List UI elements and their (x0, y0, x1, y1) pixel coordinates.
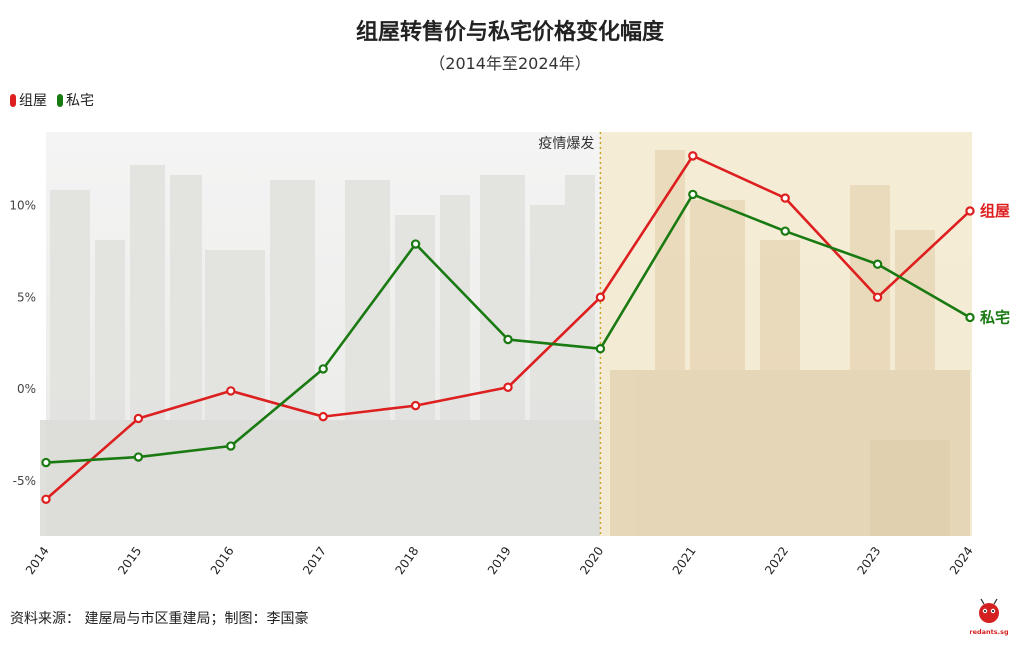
data-point-1 (872, 259, 883, 269)
x-tick-label: 2022 (762, 544, 791, 577)
legend-item-hdb: 组屋 (10, 90, 47, 110)
data-point-1 (226, 441, 236, 451)
legend-label-private: 私宅 (66, 93, 94, 109)
legend-swatch-private (57, 93, 63, 107)
y-tick-label: 5% (17, 290, 36, 304)
x-tick-label: 2023 (855, 544, 884, 577)
plot-background (40, 132, 972, 536)
source-note: 资料来源： 建屋局与市区重建局；制图：李国豪 (10, 611, 309, 627)
x-tick-label: 2018 (393, 544, 422, 577)
svg-text:redants.sg: redants.sg (970, 628, 1008, 636)
legend-item-private: 私宅 (57, 90, 94, 110)
chart-title: 组屋转售价与私宅价格变化幅度 (355, 20, 664, 45)
redants-logo: redants.sg (970, 598, 1008, 636)
pandemic-annotation: 疫情爆发 (538, 136, 594, 152)
legend-label-hdb: 组屋 (19, 93, 47, 109)
data-point-0 (133, 413, 144, 424)
series-end-label-1: 私宅 (979, 308, 1010, 326)
legend-swatch-hdb (10, 93, 16, 107)
data-point-1 (965, 312, 975, 323)
x-tick-label: 2015 (115, 544, 144, 577)
x-tick-label: 2016 (208, 544, 237, 577)
data-point-1 (688, 189, 698, 200)
data-point-1 (410, 239, 421, 249)
x-axis: 2014 2015 2016 2017 2018 2019 2020 2021 2022 2023… (23, 544, 976, 577)
data-point-0 (780, 193, 790, 203)
data-point-0 (965, 206, 975, 216)
data-point-0 (318, 411, 328, 422)
y-tick-label: 0% (17, 382, 36, 396)
x-tick-label: 2014 (23, 544, 52, 577)
data-point-0 (410, 400, 421, 411)
data-point-1 (318, 364, 328, 374)
data-point-0 (872, 292, 883, 302)
data-point-0 (595, 292, 606, 302)
x-tick-label: 2020 (577, 544, 606, 577)
y-tick-label: -5% (13, 474, 36, 488)
x-tick-label: 2021 (670, 544, 699, 577)
data-point-0 (41, 494, 51, 504)
x-tick-label: 2024 (947, 544, 976, 577)
y-axis: -5% 0% 5% 10% (9, 198, 36, 487)
x-tick-label: 2017 (300, 544, 329, 577)
skyline-decoration-shaded (610, 150, 970, 536)
y-tick-label: 10% (9, 198, 36, 212)
x-tick-label: 2019 (485, 544, 514, 577)
data-point-1 (780, 226, 790, 236)
data-point-0 (226, 386, 236, 396)
series-end-label-0: 组屋 (980, 202, 1010, 220)
line-chart: 疫情爆发 -5% 0% 5% 10% 2014 2015 2016 2017 2018 2019… (9, 132, 1010, 577)
data-point-0 (688, 151, 698, 161)
data-point-1 (133, 452, 144, 462)
legend: 组屋 私宅 (10, 90, 94, 110)
chart-subtitle: （2014年至2024年） (429, 54, 591, 73)
data-point-1 (595, 343, 606, 354)
data-point-1 (503, 334, 513, 345)
data-point-0 (503, 382, 513, 392)
series-layer (41, 151, 975, 504)
data-point-1 (41, 457, 51, 468)
